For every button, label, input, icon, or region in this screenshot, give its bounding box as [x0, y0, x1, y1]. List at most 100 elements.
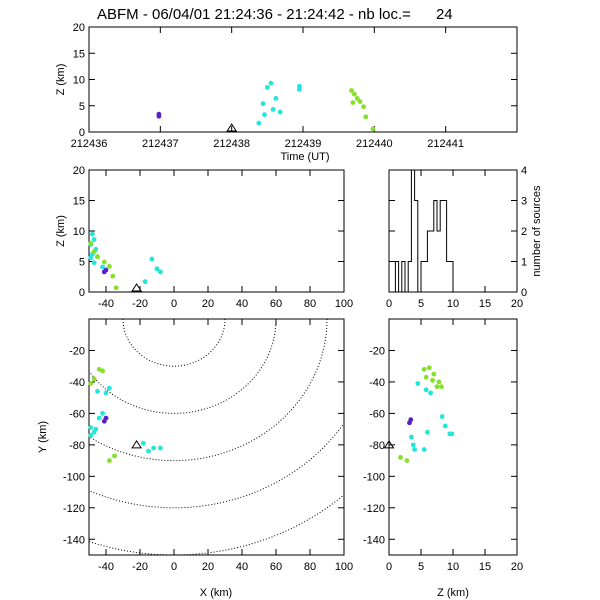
- source-point: [361, 104, 367, 110]
- source-point: [256, 120, 262, 126]
- source-point: [354, 96, 360, 101]
- source-point: [449, 431, 455, 437]
- y-tick-label: -60: [69, 408, 85, 420]
- source-point: [95, 254, 100, 260]
- x-tick-label: -40: [98, 298, 114, 310]
- source-point: [91, 249, 97, 255]
- source-point: [88, 433, 94, 438]
- y-tick-label: 1: [521, 257, 527, 269]
- x-y-x-label: X (km): [200, 587, 232, 599]
- x-tick-label: 0: [171, 561, 177, 573]
- y-tick-label: 20: [73, 165, 85, 177]
- source-point: [91, 237, 97, 242]
- x-tick-label: 100: [335, 561, 353, 573]
- source-point: [430, 377, 435, 383]
- figure-title: ABFM - 06/04/01 21:24:36 - 21:24:42 - nb…: [97, 6, 453, 23]
- source-point: [88, 255, 94, 261]
- source-point: [103, 390, 109, 396]
- source-point: [268, 80, 274, 86]
- x-y-panel-frame: [88, 318, 345, 556]
- source-point: [412, 447, 417, 452]
- source-point: [410, 442, 416, 448]
- source-point: [93, 426, 99, 432]
- x-tick-label: -20: [132, 561, 148, 573]
- x-tick-label: 60: [270, 298, 282, 310]
- y-tick-label: -80: [369, 440, 385, 452]
- y-tick-label: -100: [63, 471, 85, 483]
- y-tick-label: 20: [73, 22, 85, 34]
- source-point: [154, 266, 160, 272]
- source-point: [107, 385, 112, 391]
- source-point: [107, 458, 112, 463]
- source-point: [442, 423, 448, 429]
- source-point: [101, 259, 107, 265]
- source-point: [350, 100, 356, 105]
- source-point: [88, 381, 94, 386]
- x-tick-label: 60: [270, 561, 282, 573]
- source-point: [156, 113, 162, 119]
- x-tick-label: 20: [511, 298, 523, 310]
- x-tick-label: 0: [171, 298, 177, 310]
- x-tick-label: 15: [479, 298, 491, 310]
- x-tick-label: 212440: [356, 138, 393, 150]
- x-tick-label: 212441: [427, 138, 464, 150]
- source-point: [425, 429, 430, 435]
- source-point: [146, 448, 151, 454]
- x-tick-label: 20: [511, 561, 523, 573]
- x-z-y-label: Z (km): [55, 215, 67, 247]
- y-tick-label: 0: [79, 127, 85, 139]
- y-tick-label: -40: [69, 377, 85, 389]
- source-point: [407, 420, 412, 426]
- source-point: [149, 256, 155, 262]
- x-tick-label: 5: [418, 298, 424, 310]
- y-tick-label: 10: [73, 75, 85, 87]
- y-tick-label: 3: [521, 196, 527, 208]
- axis-labels: 212436 212437 212438 212439 212440 2124410510…: [37, 22, 543, 599]
- source-point: [349, 88, 354, 93]
- time-height-y-label: Z (km): [55, 64, 67, 96]
- source-point: [100, 264, 105, 270]
- y-tick-label: -120: [363, 503, 385, 515]
- data-marks: [88, 80, 517, 463]
- source-point: [158, 269, 163, 275]
- x-tick-label: 15: [479, 561, 491, 573]
- source-point: [88, 240, 94, 246]
- y-tick-label: 15: [73, 196, 85, 208]
- source-point: [107, 263, 112, 269]
- x-tick-label: 0: [386, 298, 392, 310]
- x-tick-label: 212437: [142, 138, 179, 150]
- z-y-x-label: Z (km): [437, 587, 469, 599]
- source-point: [431, 371, 437, 377]
- source-point: [415, 381, 421, 386]
- y-tick-label: 4: [521, 165, 527, 177]
- source-point: [439, 384, 444, 390]
- source-point: [100, 411, 105, 416]
- time-height-panel-frame: [88, 26, 518, 133]
- x-tick-label: 10: [447, 298, 459, 310]
- station-marker: [131, 283, 143, 292]
- x-tick-label: 0: [386, 561, 392, 573]
- x-tick-label: 212436: [71, 138, 108, 150]
- source-point: [270, 107, 276, 112]
- source-point: [277, 109, 283, 115]
- source-point: [428, 390, 433, 396]
- x-tick-label: 20: [202, 298, 214, 310]
- y-tick-label: 10: [73, 226, 85, 238]
- source-point: [421, 366, 427, 372]
- x-tick-label: 20: [202, 561, 214, 573]
- source-point: [88, 425, 94, 430]
- source-point: [151, 445, 157, 451]
- source-point: [103, 267, 109, 273]
- source-point: [110, 273, 116, 279]
- source-point: [404, 458, 410, 463]
- station-marker: [226, 123, 238, 132]
- y-tick-label: -80: [69, 440, 85, 452]
- histogram-step-line: [389, 169, 517, 293]
- source-point: [141, 440, 146, 446]
- y-tick-label: 0: [521, 287, 527, 299]
- source-point: [426, 365, 432, 371]
- y-tick-label: -20: [69, 345, 85, 357]
- source-point: [423, 374, 429, 380]
- x-y-y-label: Y (km): [37, 421, 49, 453]
- y-tick-label: -100: [363, 471, 385, 483]
